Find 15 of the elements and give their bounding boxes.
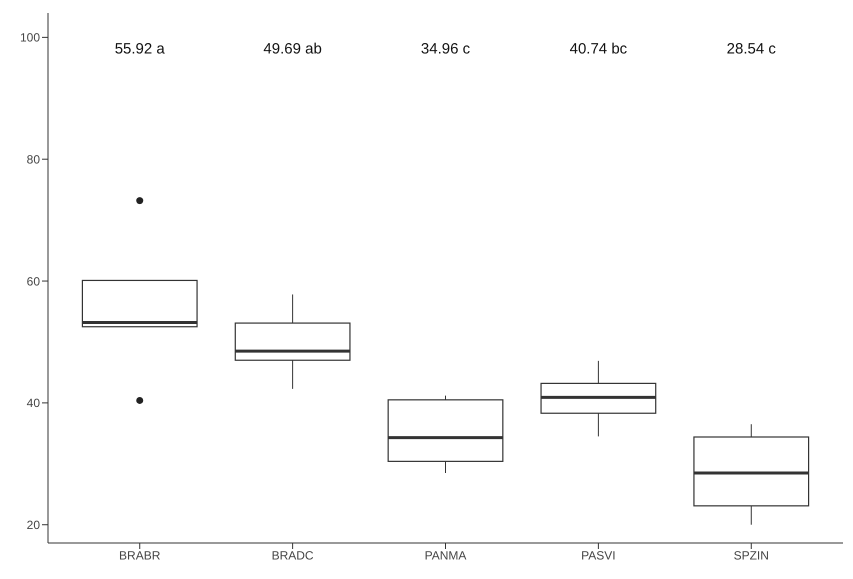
y-tick-label: 60	[26, 274, 40, 288]
x-tick-label: PASVI	[581, 548, 616, 563]
annotation: 55.92 a	[114, 40, 166, 58]
y-tick-label: 80	[26, 152, 40, 166]
x-tick-label: BRABR	[119, 548, 161, 563]
y-tick-label: 40	[26, 396, 40, 410]
y-tick-label: 20	[26, 518, 40, 532]
x-tick-label: SPZIN	[734, 548, 769, 563]
annotation: 28.54 c	[726, 40, 776, 58]
annotation: 40.74 bc	[570, 40, 628, 58]
y-tick-label: 100	[20, 30, 40, 45]
annotation: 49.69 ab	[263, 40, 322, 58]
annotation: 34.96 c	[420, 40, 471, 58]
x-tick-label: PANMA	[424, 548, 466, 563]
x-tick-label: BRADC	[272, 548, 314, 563]
